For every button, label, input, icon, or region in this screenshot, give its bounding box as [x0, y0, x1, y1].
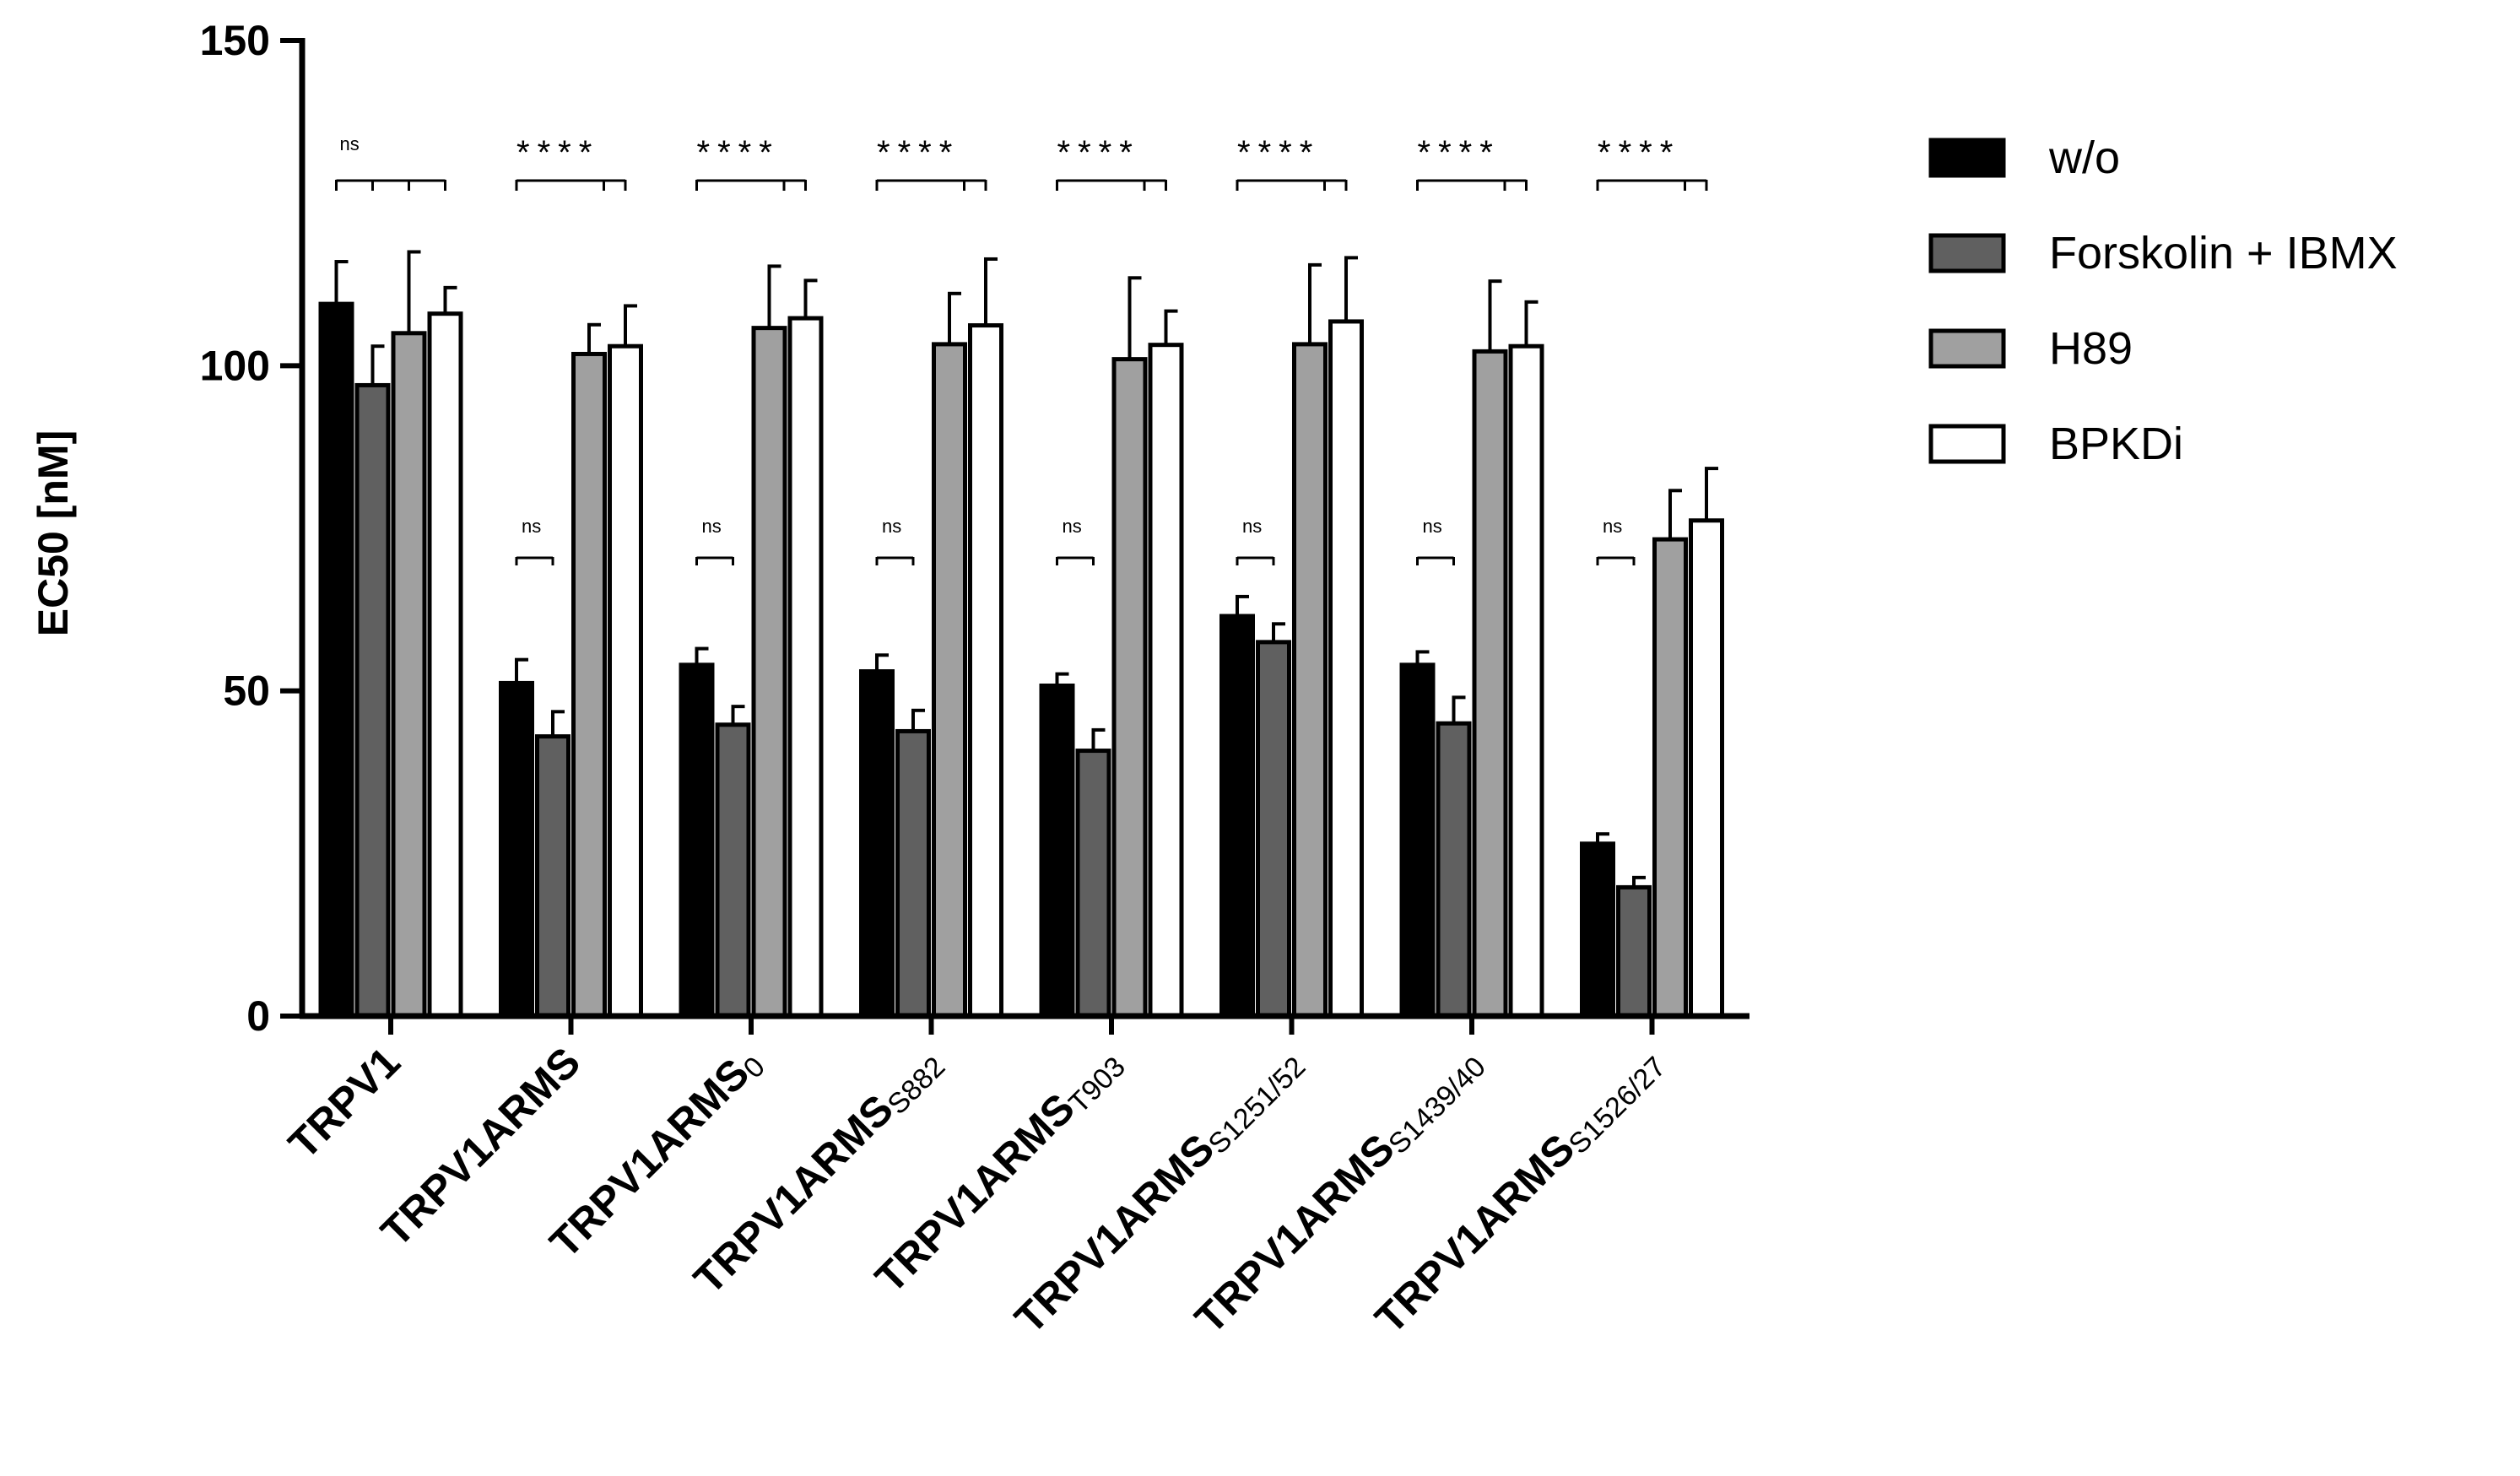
x-tick-label-sub-6: S1439/40 — [1382, 1051, 1492, 1160]
legend-label-2: H89 — [2049, 323, 2133, 374]
x-tick-label-5: TRPV1ARMSS1251/52 — [1006, 1038, 1312, 1344]
bar-1-5 — [1256, 640, 1291, 1019]
y-axis-label: EC50 [nM] — [30, 430, 77, 636]
bar-0-3 — [859, 669, 895, 1019]
pair-label-7: ns — [1603, 516, 1622, 537]
y-tick-label-2: 100 — [200, 342, 270, 389]
x-tick-labels: TRPV1TRPV1ARMSTRPV1ARMS0TRPV1ARMSS882TRP… — [279, 1038, 1673, 1344]
bar-2-6 — [1472, 349, 1508, 1019]
x-tick-label-sub-5: S1251/52 — [1203, 1051, 1312, 1160]
pair-label-3: ns — [882, 516, 901, 537]
bar-1-0 — [354, 382, 391, 1019]
bar-0-2 — [679, 662, 715, 1019]
x-tick-label-6: TRPV1ARMSS1439/40 — [1186, 1038, 1492, 1344]
sig-label-top-6: **** — [1418, 134, 1501, 171]
x-tick-label-main-0: TRPV1 — [279, 1038, 409, 1168]
bar-0-0 — [318, 301, 354, 1019]
bar-2-3 — [932, 342, 967, 1019]
bar-2-7 — [1652, 537, 1688, 1019]
bar-1-4 — [1075, 749, 1111, 1019]
bar-0-1 — [499, 680, 534, 1019]
bar-1-1 — [535, 734, 571, 1019]
y-tick-label-1: 50 — [223, 668, 270, 715]
bar-3-1 — [608, 343, 643, 1019]
pair-label-4: ns — [1063, 516, 1082, 537]
legend-swatch-3 — [1928, 424, 2006, 464]
bar-2-5 — [1292, 342, 1328, 1019]
significance-layer: ns **** **** **** **** **** **** **** ns ns ns ns ns… — [335, 133, 1708, 565]
legend-swatch-0 — [1928, 138, 2006, 178]
legend: w/o Forskolin + IBMX H89 BPKDi — [1928, 132, 2398, 469]
bar-3-7 — [1689, 518, 1724, 1019]
sig-label-top-5: **** — [1237, 134, 1320, 171]
legend-label-1: Forskolin + IBMX — [2049, 228, 2398, 278]
bar-3-5 — [1328, 319, 1364, 1019]
x-tick-label-7: TRPV1ARMSS1526/27 — [1366, 1038, 1673, 1344]
bar-3-0 — [427, 311, 463, 1019]
bar-3-3 — [968, 323, 1003, 1019]
bar-0-5 — [1219, 614, 1255, 1019]
bars-layer — [318, 301, 1724, 1019]
bar-2-4 — [1111, 357, 1148, 1019]
sig-label-top-1: **** — [516, 134, 599, 171]
legend-swatch-1 — [1928, 233, 2006, 273]
pair-label-6: ns — [1423, 516, 1442, 537]
sig-label-top-4: **** — [1057, 134, 1140, 171]
bar-3-4 — [1148, 343, 1184, 1019]
x-tick-label-sub-7: S1526/27 — [1563, 1051, 1673, 1160]
bar-2-2 — [751, 326, 787, 1019]
y-tick-label-3: 150 — [200, 17, 270, 64]
y-tick-label-0: 0 — [246, 992, 270, 1040]
legend-label-3: BPKDi — [2049, 419, 2183, 469]
sig-label-top-0: ns — [340, 133, 360, 154]
axes-layer: 0 50 100 150 — [200, 17, 1749, 1040]
bar-2-0 — [391, 331, 427, 1019]
pair-label-2: ns — [702, 516, 722, 537]
sig-label-top-7: **** — [1598, 134, 1680, 171]
bar-1-6 — [1436, 721, 1472, 1019]
bar-2-1 — [571, 351, 607, 1019]
error-bars-layer — [334, 250, 1718, 888]
bar-0-6 — [1399, 662, 1436, 1019]
bar-3-2 — [787, 316, 824, 1019]
sig-label-top-3: **** — [877, 134, 960, 171]
bar-1-7 — [1616, 884, 1652, 1019]
bar-0-4 — [1039, 684, 1075, 1019]
sig-label-top-2: **** — [697, 134, 780, 171]
pair-label-1: ns — [522, 516, 541, 537]
bar-3-6 — [1508, 343, 1544, 1019]
legend-swatch-2 — [1928, 328, 2006, 369]
pair-label-5: ns — [1242, 516, 1262, 537]
bar-1-2 — [715, 722, 751, 1019]
x-tick-label-0: TRPV1 — [279, 1038, 409, 1168]
bar-0-7 — [1580, 841, 1615, 1019]
bar-1-3 — [895, 728, 931, 1019]
legend-label-0: w/o — [2048, 132, 2120, 183]
